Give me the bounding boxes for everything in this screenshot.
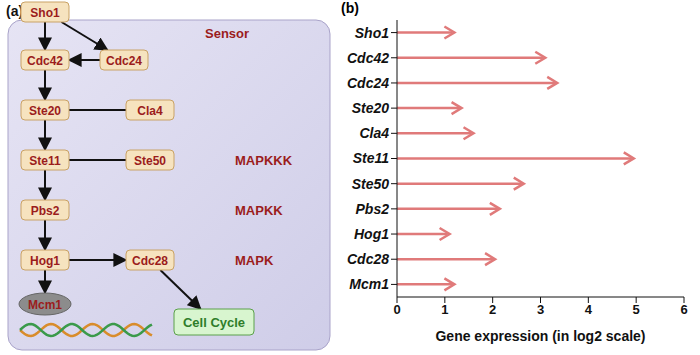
svg-text:Gene expression (in log2 scale: Gene expression (in log2 scale) (435, 328, 645, 344)
svg-text:Hog1: Hog1 (354, 226, 389, 242)
svg-text:Sho1: Sho1 (30, 6, 60, 20)
svg-text:4: 4 (585, 302, 593, 317)
svg-text:Mcm1: Mcm1 (349, 276, 389, 292)
svg-text:MAPK: MAPK (235, 253, 274, 268)
svg-text:Hog1: Hog1 (30, 254, 60, 268)
svg-text:Cdc24: Cdc24 (106, 54, 142, 68)
svg-text:Ste50: Ste50 (134, 154, 166, 168)
svg-text:Cdc42: Cdc42 (347, 50, 389, 66)
svg-text:Cla4: Cla4 (137, 104, 163, 118)
svg-text:5: 5 (633, 302, 640, 317)
svg-text:Ste11: Ste11 (29, 154, 61, 168)
svg-text:Ste20: Ste20 (352, 100, 390, 116)
svg-text:(a): (a) (6, 3, 24, 19)
svg-text:Ste11: Ste11 (353, 150, 390, 166)
svg-text:Ste20: Ste20 (29, 104, 61, 118)
html-text:(b): (b) (341, 0, 359, 16)
svg-text:Cdc28: Cdc28 (347, 251, 389, 267)
svg-text:Cdc42: Cdc42 (27, 54, 63, 68)
svg-text:Cell Cycle: Cell Cycle (183, 315, 245, 330)
svg-text:Cla4: Cla4 (359, 125, 389, 141)
svg-text:Cdc24: Cdc24 (347, 75, 389, 91)
svg-text:MAPKKK: MAPKKK (235, 153, 293, 168)
svg-text:1: 1 (441, 302, 448, 317)
svg-text:3: 3 (537, 302, 544, 317)
svg-text:MAPKK: MAPKK (235, 203, 283, 218)
svg-text:Cdc28: Cdc28 (132, 254, 168, 268)
svg-text:2: 2 (489, 302, 496, 317)
svg-text:Mcm1: Mcm1 (28, 298, 62, 312)
svg-text:Pbs2: Pbs2 (356, 201, 390, 217)
svg-text:Ste50: Ste50 (352, 176, 390, 192)
svg-text:6: 6 (680, 302, 687, 317)
svg-text:Sensor: Sensor (205, 26, 249, 41)
svg-text:0: 0 (393, 302, 400, 317)
svg-text:Pbs2: Pbs2 (31, 204, 60, 218)
svg-text:Sho1: Sho1 (355, 25, 389, 41)
